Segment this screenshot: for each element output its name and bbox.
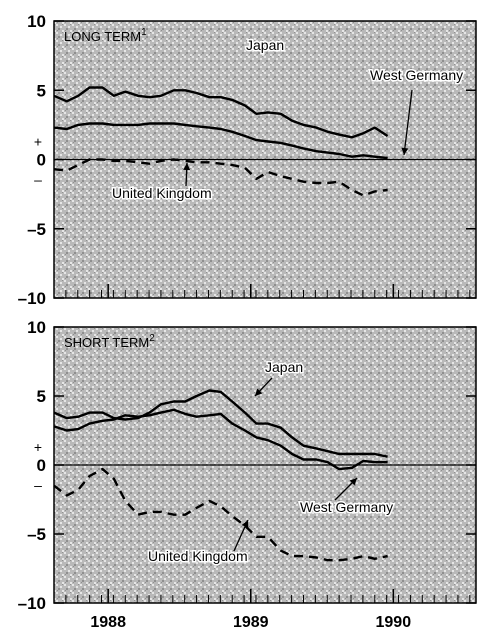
x-tick-label: 1990 — [376, 614, 412, 631]
y-minus-sign: – — [34, 172, 42, 188]
series-line-japan — [53, 86, 389, 139]
series-line-united-kingdom — [53, 158, 388, 197]
y-plus-sign: + — [34, 134, 42, 150]
panel-label: SHORT TERM2 — [64, 333, 155, 350]
y-plus-sign: + — [34, 439, 42, 455]
series-line-west-germany — [53, 408, 388, 471]
series-label-west-germany: West Germany — [370, 67, 463, 83]
series-label-west-germany: West Germany — [300, 499, 393, 515]
y-tick-label: 10 — [27, 12, 46, 31]
series-label-japan: Japan — [265, 359, 303, 375]
panel-label-footnote: 1 — [141, 27, 147, 38]
chart-panel-2: SHORT TERM2 10 5 0 –5 –10 + – Japan West Germany U… — [18, 318, 477, 631]
series-line-japan — [53, 389, 388, 458]
series-label-united-kingdom: United Kingdom — [148, 548, 248, 564]
leader-arrowhead — [183, 163, 191, 171]
y-tick-label: –10 — [18, 289, 46, 308]
series-label-united-kingdom: United Kingdom — [112, 185, 212, 201]
leader-line — [403, 89, 413, 156]
leader-arrowhead — [349, 478, 357, 486]
leader-arrowhead — [401, 147, 409, 155]
y-tick-label: –10 — [18, 594, 46, 613]
series-label-japan: Japan — [246, 37, 284, 53]
y-tick-label: –5 — [27, 220, 46, 239]
y-tick-label: 0 — [37, 456, 46, 475]
chart-panel-1: LONG TERM1 10 5 0 –5 –10 + – Japan West Germany Un… — [18, 12, 477, 308]
series-line-west-germany — [53, 122, 388, 160]
x-tick-label: 1988 — [90, 614, 126, 631]
y-tick-label: –5 — [27, 525, 46, 544]
y-tick-label: 0 — [37, 151, 46, 170]
y-minus-sign: – — [34, 477, 42, 493]
panel-label-footnote: 2 — [149, 333, 155, 344]
series-line-united-kingdom — [53, 467, 388, 562]
leader-arrowhead — [241, 520, 249, 528]
panel-label: LONG TERM1 — [64, 27, 147, 44]
y-tick-label: 10 — [27, 318, 46, 337]
y-tick-label: 5 — [37, 81, 46, 100]
x-tick-label: 1989 — [233, 614, 269, 631]
y-tick-label: 5 — [37, 387, 46, 406]
leader-arrowhead — [255, 388, 263, 396]
